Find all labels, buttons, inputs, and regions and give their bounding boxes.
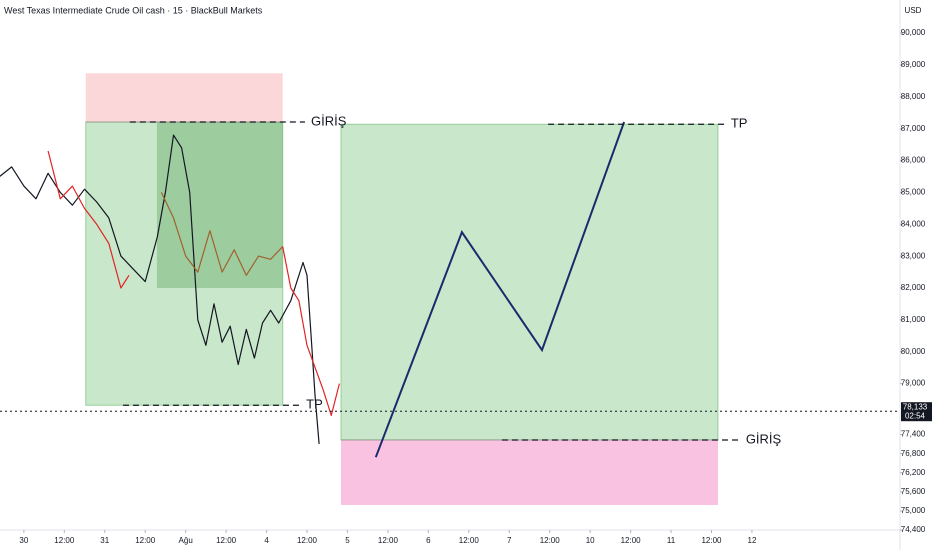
x-tick-label: 4 [264, 536, 269, 545]
x-tick-label: 12:00 [297, 536, 318, 545]
y-tick-label: 84,000 [901, 219, 926, 228]
x-tick-label: 6 [426, 536, 431, 545]
projection-line [374, 121, 626, 458]
last-price-label: 78,133 [903, 402, 928, 411]
x-tick-label: 12 [748, 536, 757, 545]
y-tick-label: 87,000 [901, 124, 926, 133]
stop-zone [340, 439, 718, 505]
countdown: 02:54 [905, 411, 926, 420]
y-tick-label: 81,000 [901, 315, 926, 324]
y-tick-label: 76,200 [901, 468, 926, 477]
x-tick-label: 12:00 [216, 536, 237, 545]
y-tick-label: 75,000 [901, 506, 926, 515]
level-label: TP [731, 116, 748, 131]
x-tick-label: 12:00 [54, 536, 75, 545]
y-tick-label: 88,000 [901, 92, 926, 101]
y-tick-label: 82,000 [901, 283, 926, 292]
y-tick-label: 80,000 [901, 347, 926, 356]
level-label: TP [306, 397, 323, 412]
y-tick-label: 77,400 [901, 430, 926, 439]
y-tick-label: 85,000 [901, 188, 926, 197]
y-tick-label: 83,000 [901, 251, 926, 260]
level-label: GİRİŞ [746, 431, 782, 446]
y-tick-label: 75,600 [901, 487, 926, 496]
stop-zone [85, 73, 283, 123]
x-tick-label: 5 [345, 536, 350, 545]
x-tick-label: Ağu [179, 536, 193, 545]
x-tick-label: 12:00 [459, 536, 480, 545]
price-line [282, 246, 340, 416]
x-tick-label: 12:00 [378, 536, 399, 545]
highlight-zone [156, 122, 283, 288]
price-line [160, 192, 284, 276]
x-tick-label: 12:00 [701, 536, 722, 545]
y-tick-label: 89,000 [901, 60, 926, 69]
last-price-box [901, 402, 932, 422]
x-tick-label: 31 [100, 536, 109, 545]
x-tick-label: 10 [586, 536, 595, 545]
y-tick-label: 76,800 [901, 449, 926, 458]
x-tick-label: 12:00 [135, 536, 156, 545]
y-tick-label: 86,000 [901, 156, 926, 165]
y-tick-label: 90,000 [901, 28, 926, 37]
chart-title: West Texas Intermediate Crude Oil cash ·… [4, 5, 263, 15]
level-label: GİRİŞ [311, 113, 347, 128]
x-tick-label: 7 [507, 536, 512, 545]
y-tick-label: 74,400 [901, 525, 926, 534]
x-tick-label: 30 [19, 536, 28, 545]
x-tick-label: 12:00 [540, 536, 561, 545]
y-tick-label: 79,000 [901, 379, 926, 388]
price-line [0, 134, 320, 445]
target-zone [340, 123, 719, 441]
currency[interactable]: USD [905, 6, 922, 15]
price-line [47, 150, 130, 289]
x-tick-label: 11 [667, 536, 676, 545]
target-zone [85, 121, 284, 406]
x-tick-label: 12:00 [621, 536, 642, 545]
